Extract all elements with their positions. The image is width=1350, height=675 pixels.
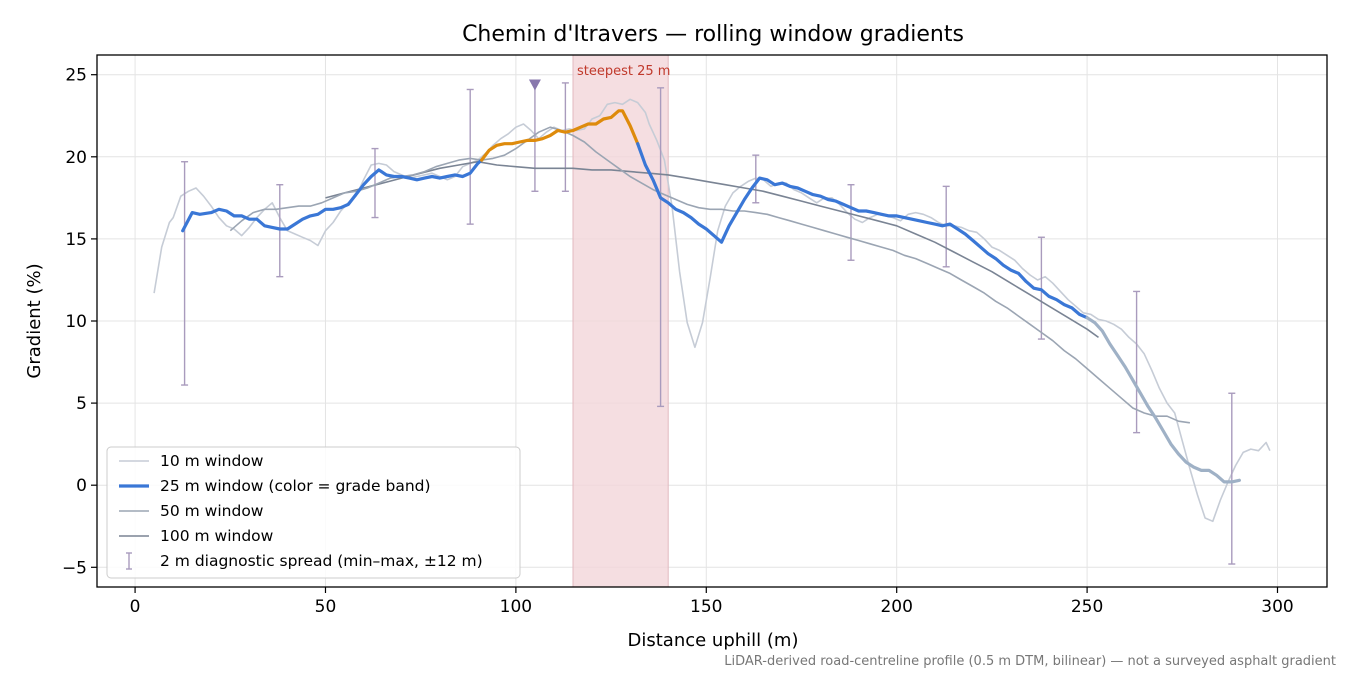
y-tick-label: 10 [65, 312, 87, 332]
y-tick-label: 20 [65, 148, 87, 168]
footnote: LiDAR-derived road-centreline profile (0… [724, 654, 1336, 669]
x-tick-label: 250 [1071, 597, 1103, 617]
legend-label: 100 m window [160, 527, 274, 545]
x-tick-label: 300 [1261, 597, 1293, 617]
x-axis-title: Distance uphill (m) [628, 630, 799, 651]
axes: 0 50 100 150 200 250 300 −5 0 5 10 15 20 25 [62, 54, 1328, 617]
series-100m-line [325, 160, 1099, 339]
series-25m-segment-default [181, 158, 484, 233]
series-50m-line [229, 126, 1191, 424]
y-tick-label: 5 [76, 394, 87, 414]
series-25m-segment-tail [1085, 316, 1242, 484]
steepest-highlight-label: steepest 25 m [577, 64, 670, 79]
x-tick-label: 150 [690, 597, 722, 617]
x-tick-label: 0 [130, 597, 141, 617]
legend: 10 m window 25 m window (color = grade ba… [106, 446, 521, 579]
series-layer [153, 79, 1271, 565]
y-tick-label: 25 [65, 66, 87, 86]
legend-label: 50 m window [160, 502, 264, 520]
legend-label: 2 m diagnostic spread (min–max, ±12 m) [160, 552, 483, 570]
x-tick-label: 100 [500, 597, 532, 617]
y-axis-title: Gradient (%) [24, 263, 45, 378]
y-tick-label: 15 [65, 230, 87, 250]
steepest-highlight-band [572, 54, 669, 588]
grid [97, 55, 1327, 587]
y-tick-label: −5 [62, 558, 87, 578]
chart-title: Chemin d'Itravers — rolling window gradi… [462, 22, 964, 47]
series-25m-segment-default [636, 142, 1089, 320]
series-25m-segment-steep [480, 109, 640, 162]
highlight-region: steepest 25 m [572, 54, 670, 588]
legend-label: 10 m window [160, 452, 264, 470]
peak-marker-triangle [528, 79, 541, 91]
legend-box [106, 446, 521, 579]
x-tick-label: 50 [315, 597, 337, 617]
series-10m-line [153, 98, 1271, 523]
y-tick-label: 0 [76, 476, 87, 496]
x-tick-label: 200 [880, 597, 912, 617]
legend-label: 25 m window (color = grade band) [160, 477, 431, 495]
